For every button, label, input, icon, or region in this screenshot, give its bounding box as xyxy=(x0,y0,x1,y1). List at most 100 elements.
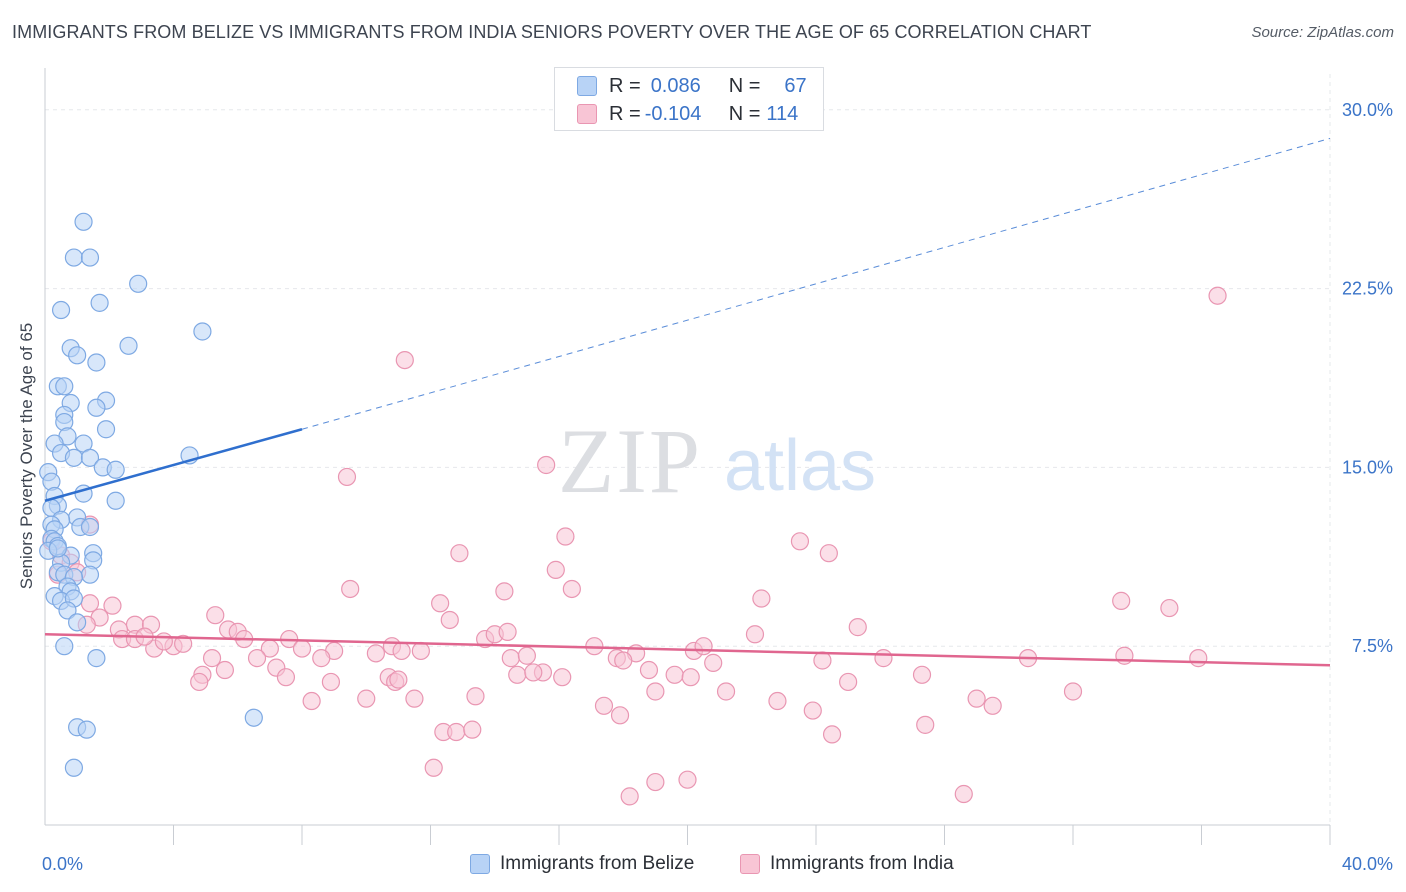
india-point xyxy=(80,594,100,613)
belize-point xyxy=(80,517,100,537)
india-point xyxy=(803,701,822,720)
india-point xyxy=(495,582,514,601)
india-point xyxy=(790,532,810,551)
india-point xyxy=(537,455,556,475)
india-point xyxy=(620,787,639,806)
india-point xyxy=(819,544,838,563)
india-point xyxy=(848,618,867,637)
source-label: Source: ZipAtlas.com xyxy=(1251,24,1394,41)
x-tick-labels: 0.0% 40.0% xyxy=(42,854,1393,874)
india-point xyxy=(912,665,932,684)
belize-point xyxy=(80,565,100,584)
belize-point xyxy=(87,353,106,372)
india-point xyxy=(768,691,787,711)
bottom-legend-label-belize: Immigrants from Belize xyxy=(500,853,695,874)
india-point xyxy=(247,649,267,668)
india-point xyxy=(431,594,450,613)
series-india-points xyxy=(42,286,1227,806)
india-point xyxy=(411,641,430,661)
india-point xyxy=(1063,682,1083,701)
legend-n-label: N = xyxy=(728,74,761,97)
india-point xyxy=(321,672,341,692)
india-point xyxy=(610,706,630,725)
x-tick-label: 0.0% xyxy=(42,854,83,874)
india-point xyxy=(424,758,443,777)
belize-point xyxy=(90,293,109,312)
legend-r-label: R = xyxy=(609,102,641,125)
belize-point xyxy=(87,649,106,668)
india-point xyxy=(276,668,296,687)
belize-point xyxy=(77,720,96,739)
legend-r-label: R = xyxy=(609,74,641,97)
india-point xyxy=(202,649,222,668)
india-point xyxy=(292,639,312,658)
india-point xyxy=(822,725,842,744)
india-point xyxy=(1208,286,1227,305)
india-point xyxy=(639,660,659,680)
y-tick-labels: 7.5% 15.0% 22.5% 30.0% xyxy=(1342,100,1393,656)
india-point xyxy=(594,696,614,715)
belize-point xyxy=(68,613,87,632)
india-point xyxy=(1112,591,1131,610)
belize-point xyxy=(64,758,84,777)
correlation-legend: R = 0.086 N = 67 R = -0.104 N = 114 xyxy=(554,67,824,131)
india-point xyxy=(1189,649,1208,668)
bottom-legend-belize: Immigrants from Belize xyxy=(470,852,694,876)
watermark-zip: ZIP xyxy=(558,410,702,512)
india-point xyxy=(967,689,986,708)
belize-point xyxy=(119,336,138,355)
belize-point xyxy=(244,708,263,727)
india-point xyxy=(954,784,973,804)
chart-title: IMMIGRANTS FROM BELIZE VS IMMIGRANTS FRO… xyxy=(12,22,1092,42)
india-point xyxy=(447,722,466,742)
india-point xyxy=(154,632,173,651)
india-point xyxy=(501,649,520,668)
belize-point xyxy=(68,346,87,365)
axes xyxy=(44,68,1331,845)
belize-point xyxy=(48,539,67,558)
trend-lines xyxy=(44,137,1331,667)
india-point xyxy=(341,579,360,599)
belize-point xyxy=(193,322,212,341)
belize-point xyxy=(87,398,106,417)
india-point xyxy=(190,672,209,692)
belize-trend-line xyxy=(44,428,303,502)
india-point xyxy=(646,682,665,701)
india-point xyxy=(498,622,517,641)
india-point xyxy=(337,467,357,487)
india-point xyxy=(752,589,771,608)
watermark-atlas: atlas xyxy=(724,426,876,506)
belize-point xyxy=(55,637,74,656)
india-point xyxy=(704,653,723,672)
india-point xyxy=(646,772,665,792)
india-point xyxy=(874,649,893,668)
india-point xyxy=(302,691,321,711)
india-point xyxy=(357,689,376,708)
india-point xyxy=(745,625,765,644)
india-point xyxy=(813,651,832,670)
y-tick-label: 22.5% xyxy=(1342,279,1393,299)
india-point xyxy=(405,689,424,708)
india-point xyxy=(839,672,858,692)
india-point xyxy=(389,670,408,689)
belize-point xyxy=(80,448,100,467)
india-point xyxy=(206,606,225,625)
belize-point xyxy=(58,601,77,620)
india-point xyxy=(508,665,527,684)
india-point xyxy=(524,663,543,682)
india-point xyxy=(983,696,1002,715)
india-trend-line xyxy=(44,633,1331,667)
belize-point xyxy=(55,377,74,396)
belize-point xyxy=(80,248,100,267)
belize-point xyxy=(129,274,148,293)
india-point xyxy=(463,720,482,739)
watermark: ZIP atlas xyxy=(558,410,876,512)
india-point xyxy=(450,544,469,563)
india-point xyxy=(366,644,385,663)
belize-point xyxy=(51,300,71,320)
belize-trend-line-extrapolated xyxy=(301,137,1331,430)
legend-swatch-belize xyxy=(577,76,597,96)
legend-n-value: 67 xyxy=(784,74,807,97)
x-tick-label: 40.0% xyxy=(1342,854,1393,874)
